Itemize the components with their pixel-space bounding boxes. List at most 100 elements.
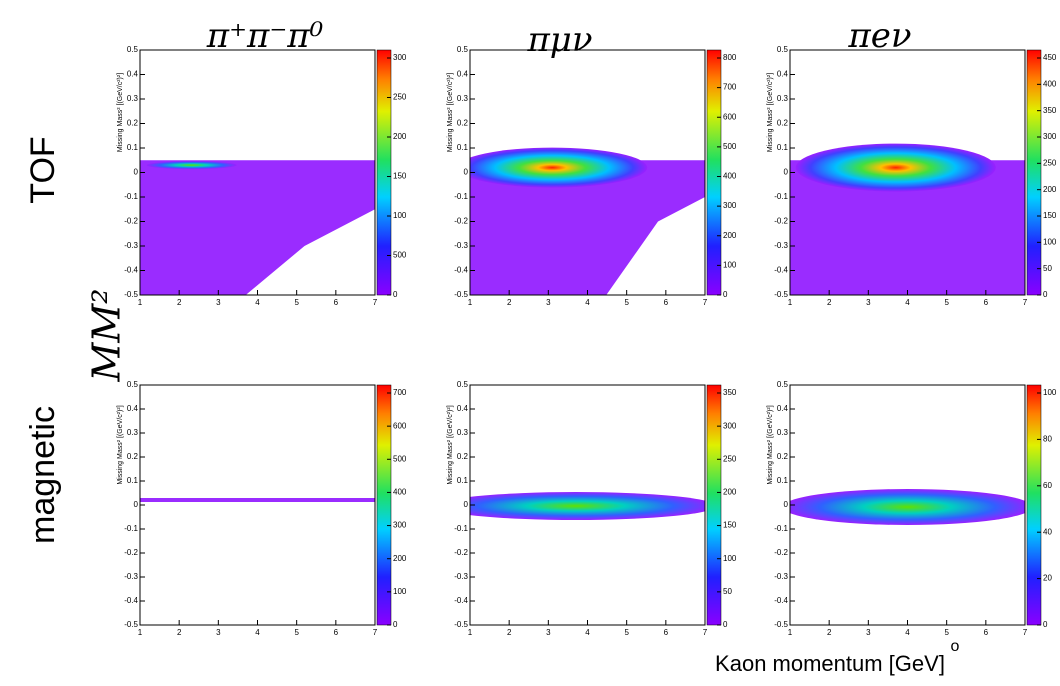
y-tick-label: 0.2 xyxy=(127,452,139,461)
colorbar-tick-label: 400 xyxy=(393,488,407,497)
y-tick-label: -0.1 xyxy=(774,192,788,201)
y-tick-label: -0.3 xyxy=(124,572,138,581)
colorbar-tick-label: 150 xyxy=(393,172,407,181)
density-band xyxy=(140,498,375,502)
colorbar-tick-label: 400 xyxy=(1043,79,1057,88)
colorbar-tick-label: 50 xyxy=(1043,264,1052,273)
x-tick-label: 6 xyxy=(664,298,669,307)
y-tick-label: -0.4 xyxy=(454,266,468,275)
y-tick-label: 0.4 xyxy=(127,70,139,79)
colorbar-tick-label: 0 xyxy=(1043,290,1048,299)
y-tick-label: 0.4 xyxy=(777,70,789,79)
x-tick-label: 6 xyxy=(334,628,339,637)
x-tick-label: 7 xyxy=(1023,628,1028,637)
y-tick-label: -0.4 xyxy=(454,596,468,605)
y-tick-label: 0.2 xyxy=(457,452,469,461)
y-tick-label: -0.1 xyxy=(124,524,138,533)
y-tick-label: -0.4 xyxy=(774,596,788,605)
colorbar-tick-label: 600 xyxy=(393,421,407,430)
colorbar-tick-label: 0 xyxy=(1043,620,1048,629)
y-tick-label: 0 xyxy=(134,168,139,177)
colorbar-tick-label: 100 xyxy=(723,554,737,563)
x-tick-label: 4 xyxy=(585,628,590,637)
y-tick-label: -0.1 xyxy=(454,192,468,201)
density-region xyxy=(140,160,375,295)
y-tick-label: -0.2 xyxy=(124,217,138,226)
colorbar-tick-label: 80 xyxy=(1043,435,1052,444)
colorbar-tick-label: 100 xyxy=(1043,388,1057,397)
y-tick-label: -0.1 xyxy=(454,524,468,533)
y-tick-label: -0.2 xyxy=(454,217,468,226)
x-tick-label: 4 xyxy=(255,628,260,637)
plot-area xyxy=(790,143,1025,295)
density-blob xyxy=(795,143,996,192)
y-tick-label: 0.1 xyxy=(127,476,139,485)
y-tick-label: 0.3 xyxy=(457,94,469,103)
x-tick-label: 5 xyxy=(624,628,629,637)
y-tick-label: -0.1 xyxy=(124,192,138,201)
y-tick-label: 0.5 xyxy=(777,45,789,54)
x-tick-label: 5 xyxy=(294,628,299,637)
y-tick-label: 0.1 xyxy=(777,143,789,152)
colorbar-tick-label: 700 xyxy=(723,83,737,92)
y-tick-label: 0.3 xyxy=(777,428,789,437)
colorbar xyxy=(376,49,392,296)
colorbar-tick-label: 350 xyxy=(1043,106,1057,115)
x-tick-label: 1 xyxy=(468,628,473,637)
y-tick-label: -0.4 xyxy=(774,266,788,275)
x-tick-label: 4 xyxy=(255,298,260,307)
y-tick-label: -0.5 xyxy=(454,620,468,629)
colorbar-tick-label: 300 xyxy=(723,201,737,210)
x-tick-label: 4 xyxy=(585,298,590,307)
y-tick-label: -0.5 xyxy=(774,620,788,629)
y-tick-label: 0.1 xyxy=(777,476,789,485)
y-tick-label: 0.5 xyxy=(127,380,139,389)
colorbar-tick-label: 40 xyxy=(1043,527,1052,536)
colorbar-tick-label: 100 xyxy=(393,587,407,596)
y-tick-label: 0.4 xyxy=(457,404,469,413)
x-tick-label: 1 xyxy=(468,298,473,307)
x-tick-label: 7 xyxy=(1023,298,1028,307)
y-tick-label: -0.3 xyxy=(454,241,468,250)
colorbar-tick-label: 450 xyxy=(1043,53,1057,62)
colorbar xyxy=(1026,384,1042,626)
x-tick-label: 7 xyxy=(373,628,378,637)
x-tick-label: 3 xyxy=(546,628,551,637)
y-axis-title: Missing Mass² [(GeV/c²)²] xyxy=(767,73,774,152)
density-region xyxy=(790,160,1025,295)
y-tick-label: 0.2 xyxy=(457,119,469,128)
y-tick-label: 0.5 xyxy=(457,380,469,389)
y-tick-label: -0.4 xyxy=(124,596,138,605)
colorbar-tick-label: 500 xyxy=(723,142,737,151)
y-axis-title: Missing Mass² [(GeV/c²)²] xyxy=(117,405,124,484)
y-tick-label: 0.5 xyxy=(457,45,469,54)
colorbar-tick-label: 0 xyxy=(723,620,728,629)
density-region xyxy=(470,160,705,295)
y-tick-label: -0.3 xyxy=(454,572,468,581)
y-tick-label: -0.2 xyxy=(774,217,788,226)
x-axis-label: Kaon momentum [GeV] xyxy=(715,651,945,676)
plot-area xyxy=(470,492,705,520)
colorbar-tick-label: 200 xyxy=(393,554,407,563)
colorbar-tick-label: 500 xyxy=(393,454,407,463)
x-tick-label: 7 xyxy=(703,298,708,307)
y-tick-label: -0.2 xyxy=(454,548,468,557)
x-tick-label: 6 xyxy=(664,628,669,637)
colorbar xyxy=(706,384,722,626)
colorbar-tick-label: 100 xyxy=(1043,237,1057,246)
y-axis-title: Missing Mass² [(GeV/c²)²] xyxy=(767,405,774,484)
colorbar-tick-label: 500 xyxy=(393,251,407,260)
x-tick-label: 3 xyxy=(866,628,871,637)
colorbar-tick-label: 250 xyxy=(723,454,737,463)
y-tick-label: -0.3 xyxy=(774,241,788,250)
y-tick-label: -0.3 xyxy=(124,241,138,250)
colorbar-tick-label: 250 xyxy=(1043,158,1057,167)
colorbar-tick-label: 60 xyxy=(1043,481,1052,490)
plot-area xyxy=(140,160,375,295)
y-tick-label: 0.1 xyxy=(457,476,469,485)
y-tick-label: 0 xyxy=(784,500,789,509)
column-title: π⁺π⁻π⁰ xyxy=(206,16,324,56)
x-tick-label: 2 xyxy=(177,298,182,307)
side-label: MM² xyxy=(85,288,129,382)
x-tick-label: 6 xyxy=(334,298,339,307)
